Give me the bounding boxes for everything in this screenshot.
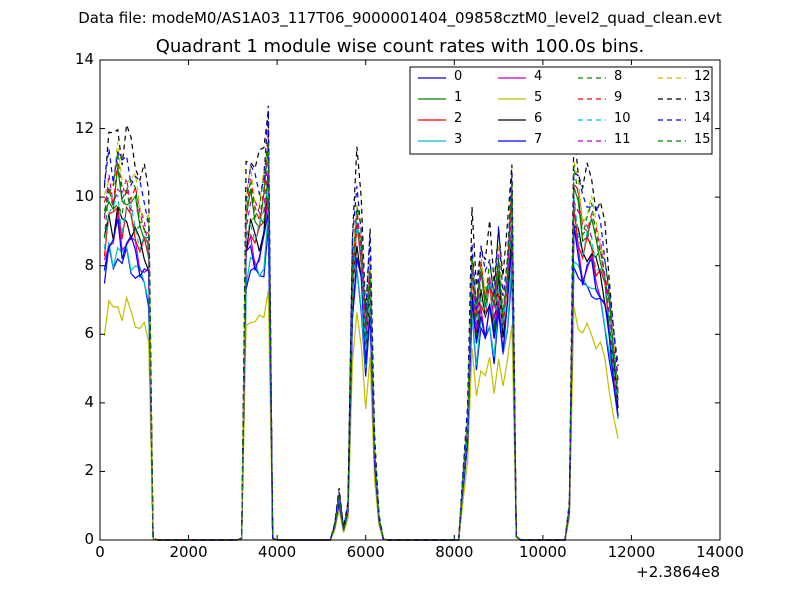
legend-label-2: 2 [454,111,463,126]
x-tick-label: 8000 [435,543,474,561]
x-tick-label: 14000 [696,543,744,561]
legend [409,66,713,155]
y-tick-label: 2 [84,461,94,480]
x-tick-label: 6000 [346,543,385,561]
legend-label-15: 15 [694,132,711,147]
y-tick-label: 10 [74,187,94,206]
series-line-9 [103,128,619,541]
legend-label-3: 3 [454,132,463,147]
chart-title: Quadrant 1 module wise count rates with … [155,36,645,57]
series-line-5 [103,290,619,541]
legend-label-6: 6 [534,111,543,126]
legend-label-4: 4 [534,69,543,84]
x-tick-label: 12000 [607,543,656,561]
legend-label-1: 1 [454,90,463,105]
x-offset-label: +2.3864e8 [636,563,720,581]
plot-lines [103,105,619,541]
x-tick-label: 0 [95,543,105,561]
y-tick-label: 14 [74,50,94,68]
legend-label-5: 5 [534,90,543,105]
y-tick-label: 12 [74,118,94,137]
y-tick-label: 4 [84,392,94,411]
chart-suptitle: Data file: modeM0/AS1A03_117T06_90000014… [78,9,722,27]
axis-ticks [99,59,721,541]
y-tick-label: 8 [84,255,94,274]
series-line-13 [103,110,619,541]
legend-label-11: 11 [614,132,631,147]
legend-label-0: 0 [454,69,463,84]
series-line-12 [103,119,619,541]
legend-label-7: 7 [534,132,543,147]
series-line-8 [103,171,619,541]
x-tick-label: 10000 [518,543,567,561]
series-line-6 [103,170,619,541]
legend-label-12: 12 [694,69,711,84]
x-tick-label: 4000 [258,543,297,561]
series-line-14 [103,105,619,541]
legend-label-10: 10 [614,111,631,126]
plot-frame [99,59,721,541]
y-tick-label: 0 [84,530,94,548]
legend-label-14: 14 [694,111,711,126]
y-tick-label: 6 [84,324,94,343]
legend-box [409,66,713,155]
legend-label-9: 9 [614,90,623,105]
legend-label-8: 8 [614,69,623,84]
x-tick-label: 2000 [169,543,208,561]
legend-label-13: 13 [694,90,711,105]
